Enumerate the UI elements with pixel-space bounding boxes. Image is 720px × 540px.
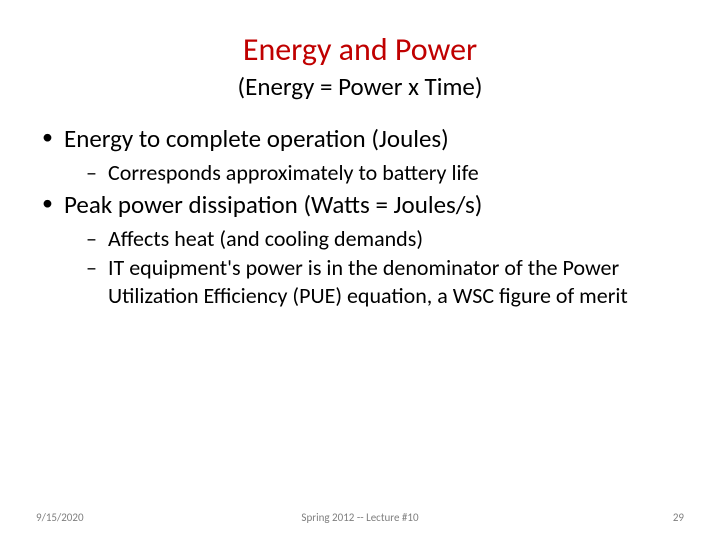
sub-bullet-list: Corresponds approximately to battery lif… [64, 159, 684, 187]
slide-footer: 9/15/2020 Spring 2012 -- Lecture #10 29 [0, 511, 720, 524]
sub-bullet-item: IT equipment's power is in the denominat… [64, 254, 684, 309]
bullet-text: Energy to complete operation (Joules) [64, 123, 449, 154]
bullet-item: Energy to complete operation (Joules) Co… [36, 124, 684, 186]
footer-center: Spring 2012 -- Lecture #10 [0, 511, 720, 524]
bullet-text: Peak power dissipation (Watts = Joules/s… [64, 189, 482, 220]
sub-bullet-item: Affects heat (and cooling demands) [64, 225, 684, 253]
slide-title: Energy and Power [36, 30, 684, 69]
sub-bullet-item: Corresponds approximately to battery lif… [64, 159, 684, 187]
bullet-list: Energy to complete operation (Joules) Co… [36, 124, 684, 310]
bullet-item: Peak power dissipation (Watts = Joules/s… [36, 190, 684, 310]
sub-bullet-list: Affects heat (and cooling demands) IT eq… [64, 225, 684, 310]
slide-subtitle: (Energy = Power x Time) [36, 71, 684, 102]
